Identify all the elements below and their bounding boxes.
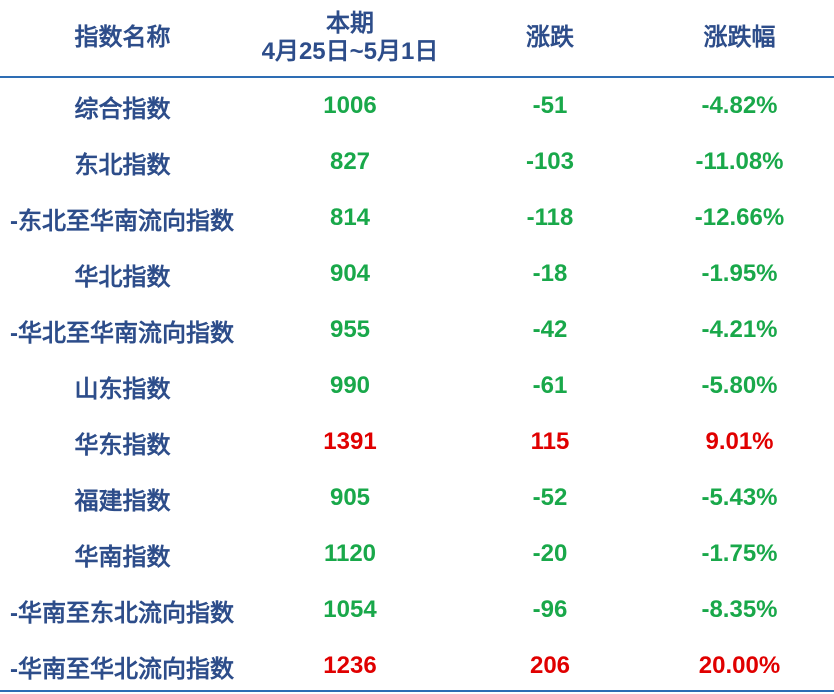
table-row: 综合指数 1006 -51 -4.82% xyxy=(0,78,834,134)
row-index-name: -华南至华北流向指数 xyxy=(10,655,234,683)
header-current-period-dates: 4月25日~5月1日 xyxy=(261,38,439,65)
header-change-pct: 涨跌幅 xyxy=(645,0,834,76)
row-change-pct: -1.75% xyxy=(701,540,778,567)
header-change: 涨跌 xyxy=(455,0,645,76)
table-row: -华北至华南流向指数 955 -42 -4.21% xyxy=(0,302,834,358)
row-current-value: 1391 xyxy=(323,428,377,455)
row-index-name: 福建指数 xyxy=(74,487,171,515)
row-current-value: 1054 xyxy=(323,596,377,623)
table-row: 华北指数 904 -18 -1.95% xyxy=(0,246,834,302)
row-change-pct: -1.95% xyxy=(701,260,778,287)
row-change: -118 xyxy=(526,204,574,231)
row-change-pct: -11.08% xyxy=(695,148,784,175)
row-change: -61 xyxy=(532,372,568,399)
table-row: 华东指数 1391 115 9.01% xyxy=(0,414,834,470)
header-current-period: 本期 4月25日~5月1日 xyxy=(245,0,455,76)
header-current-period-label: 本期 xyxy=(326,10,374,37)
row-change-pct: 20.00% xyxy=(698,652,781,679)
table-row: -华南至华北流向指数 1236 206 20.00% xyxy=(0,638,834,694)
row-change: -52 xyxy=(532,484,568,511)
header-index-name-label: 指数名称 xyxy=(74,24,171,51)
table-row: -东北至华南流向指数 814 -118 -12.66% xyxy=(0,190,834,246)
row-change: -103 xyxy=(525,148,575,175)
table-row: -华南至东北流向指数 1054 -96 -8.35% xyxy=(0,582,834,638)
table-header: 指数名称 本期 4月25日~5月1日 涨跌 涨跌幅 xyxy=(0,0,834,78)
bottom-rule xyxy=(0,690,834,692)
row-current-value: 814 xyxy=(329,204,371,231)
row-index-name: 综合指数 xyxy=(74,95,171,123)
header-change-label: 涨跌 xyxy=(526,24,574,51)
row-change-pct: -4.82% xyxy=(701,92,778,119)
row-index-name: 华北指数 xyxy=(74,263,171,291)
row-change-pct: -8.35% xyxy=(701,596,778,623)
table-row: 山东指数 990 -61 -5.80% xyxy=(0,358,834,414)
row-current-value: 827 xyxy=(329,148,371,175)
row-current-value: 990 xyxy=(329,372,371,399)
table-row: 福建指数 905 -52 -5.43% xyxy=(0,470,834,526)
table-row: 华南指数 1120 -20 -1.75% xyxy=(0,526,834,582)
row-current-value: 1236 xyxy=(323,652,377,679)
row-change-pct: -4.21% xyxy=(701,316,778,343)
row-change: -20 xyxy=(532,540,568,567)
row-index-name: 山东指数 xyxy=(74,375,171,403)
row-current-value: 955 xyxy=(329,316,371,343)
header-index-name: 指数名称 xyxy=(0,0,245,76)
row-index-name: 华南指数 xyxy=(74,543,171,571)
row-change: -18 xyxy=(532,260,568,287)
row-index-name: -华北至华南流向指数 xyxy=(10,319,234,347)
row-index-name: -华南至东北流向指数 xyxy=(10,599,234,627)
row-change-pct: -5.43% xyxy=(701,484,778,511)
row-change-pct: -12.66% xyxy=(694,204,785,231)
row-change: -51 xyxy=(532,92,568,119)
header-change-pct-label: 涨跌幅 xyxy=(703,24,776,51)
row-change-pct: 9.01% xyxy=(705,428,774,455)
row-index-name: -东北至华南流向指数 xyxy=(10,207,234,235)
row-change: 115 xyxy=(530,428,570,455)
row-change-pct: -5.80% xyxy=(701,372,778,399)
row-change: -96 xyxy=(532,596,568,623)
row-current-value: 904 xyxy=(329,260,371,287)
row-index-name: 华东指数 xyxy=(74,431,171,459)
row-change: -42 xyxy=(532,316,568,343)
row-current-value: 1006 xyxy=(323,92,377,119)
row-change: 206 xyxy=(529,652,571,679)
row-current-value: 905 xyxy=(329,484,371,511)
row-current-value: 1120 xyxy=(323,540,377,567)
row-index-name: 东北指数 xyxy=(74,151,171,179)
table-row: 东北指数 827 -103 -11.08% xyxy=(0,134,834,190)
